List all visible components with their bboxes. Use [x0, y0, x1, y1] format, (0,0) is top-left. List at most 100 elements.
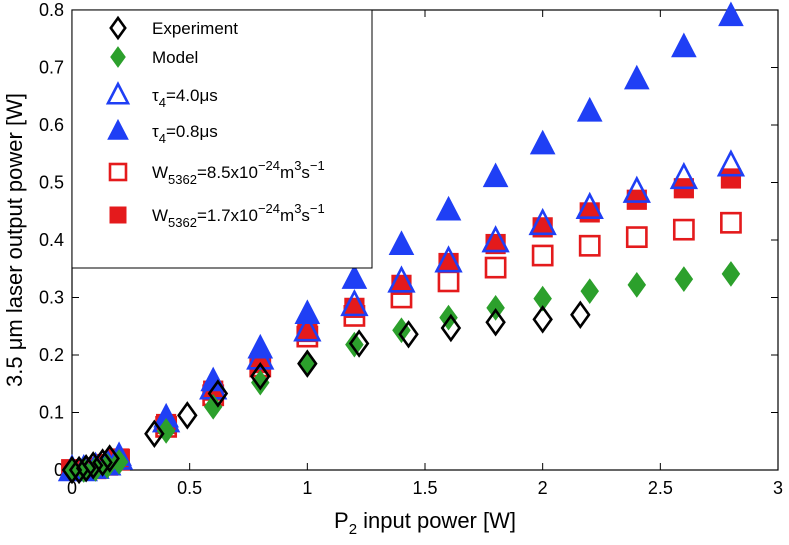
data-point: [250, 362, 271, 391]
data-point: [207, 379, 229, 408]
data-point: [345, 331, 364, 358]
data-point: [387, 265, 416, 293]
legend-label-part: W: [152, 163, 168, 182]
legend-label-part: m: [280, 163, 294, 182]
legend-label: τ4=4.0μs: [152, 86, 218, 110]
y-tick-label: 0.6: [39, 115, 64, 135]
y-tick-label: 0.2: [39, 345, 64, 365]
data-point: [674, 266, 694, 292]
data-point: [293, 314, 322, 342]
data-point: [570, 300, 591, 329]
data-point: [669, 161, 699, 190]
legend-label-part: τ: [152, 86, 159, 105]
data-point: [348, 329, 370, 358]
legend-label-part: 3: [294, 201, 301, 216]
x-tick-label: 1: [302, 478, 312, 498]
data-point: [294, 299, 321, 324]
data-point: [484, 256, 507, 279]
data-point: [482, 162, 509, 188]
y-tick-label: 0: [54, 460, 64, 480]
x-tick-label: 3: [773, 478, 783, 498]
x-axis-label: P2 input power [W]: [334, 508, 516, 538]
y-tick-label: 0.5: [39, 173, 64, 193]
x-tick-label: 1.5: [412, 478, 437, 498]
y-tick-label: 0.3: [39, 288, 64, 308]
data-point: [529, 129, 556, 155]
data-point: [531, 244, 554, 267]
data-point: [177, 401, 198, 430]
x-tick-label: 0.5: [177, 478, 202, 498]
data-point: [341, 264, 368, 289]
legend-label-part: s: [301, 163, 310, 182]
data-point: [109, 449, 129, 475]
y-tick-label: 0.4: [39, 230, 64, 250]
data-point: [246, 342, 275, 370]
legend-label-part: 4: [159, 95, 166, 110]
data-point: [578, 234, 601, 257]
legend-label-part: 3: [294, 158, 301, 173]
data-point: [580, 278, 599, 305]
data-point: [671, 32, 697, 58]
data-point: [92, 448, 113, 477]
data-point: [99, 444, 120, 473]
legend-label-part: W: [152, 206, 168, 225]
legend-label-part: τ: [152, 122, 159, 141]
data-point: [623, 64, 650, 90]
data-point: [388, 230, 415, 255]
x-tick-label: 2.5: [648, 478, 673, 498]
data-point: [144, 419, 165, 448]
legend-label-part: 5362: [168, 172, 197, 187]
x-tick-label: 0: [67, 478, 77, 498]
data-point: [716, 149, 746, 177]
legend-label: τ4=0.8μs: [152, 122, 218, 146]
x-axis-label-sub: 2: [349, 521, 357, 538]
legend-label-part: =1.7x10: [197, 206, 258, 225]
data-point: [672, 218, 695, 241]
legend-label-part: −1: [310, 158, 325, 173]
legend-label-part: =4.0μs: [166, 86, 218, 105]
legend-marker: [108, 162, 128, 182]
x-axis-label-rest: input power [W]: [357, 508, 516, 533]
legend-label-part: s: [301, 206, 310, 225]
data-point: [485, 308, 506, 337]
legend-label: W5362=1.7x10−24m3s−1: [152, 201, 325, 230]
legend-label-part: −1: [310, 201, 325, 216]
data-point: [720, 211, 742, 234]
data-point: [340, 288, 369, 317]
data-point: [575, 191, 604, 219]
x-tick-label: 2: [538, 478, 548, 498]
data-point: [533, 285, 552, 312]
y-tick-label: 0.8: [39, 0, 64, 20]
legend-marker: [109, 206, 127, 224]
legend-label: Experiment: [152, 19, 238, 38]
data-point: [627, 271, 647, 298]
data-point: [718, 1, 744, 27]
data-point: [75, 454, 97, 483]
data-point: [720, 168, 742, 189]
data-point: [486, 294, 505, 321]
data-point: [156, 418, 176, 444]
data-point: [398, 320, 419, 349]
data-point: [297, 349, 318, 378]
legend-label-part: −24: [258, 201, 280, 216]
legend-label-part: =8.5x10: [197, 163, 258, 182]
data-point: [390, 286, 413, 309]
legend-label-part: =0.8μs: [166, 122, 218, 141]
y-tick-label: 0.7: [39, 58, 64, 78]
series-0: [61, 300, 591, 485]
data-point: [434, 245, 463, 273]
data-point: [481, 225, 510, 253]
legend-label-part: 4: [159, 131, 166, 146]
legend-label-part: 5362: [168, 215, 197, 230]
legend-marker: [110, 46, 126, 68]
legend-label-part: Model: [152, 48, 198, 67]
data-point: [576, 96, 603, 122]
data-point: [622, 175, 651, 203]
axis-ticks: 0 0.5 1 1.5 2 2.5 3 0 0.1 0.2 0.3 0.4 0.5 0.6 0.7 0.8: [39, 0, 783, 498]
legend-label-part: Experiment: [152, 19, 238, 38]
data-point: [528, 207, 557, 236]
series-layer: [57, 1, 746, 485]
legend-label-part: −24: [258, 158, 280, 173]
data-point: [435, 195, 462, 221]
